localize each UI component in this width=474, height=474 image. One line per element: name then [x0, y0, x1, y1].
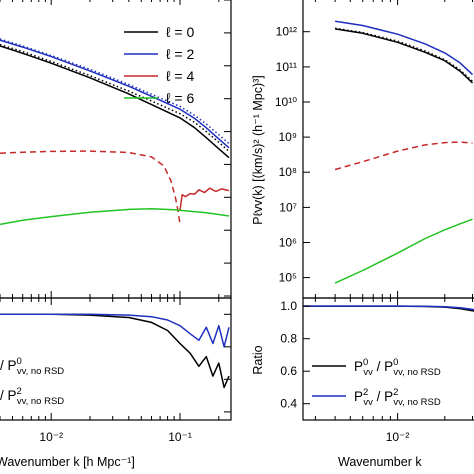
- left-bottom-xticks: 10⁻² 10⁻¹: [0, 298, 220, 444]
- left-bottom-yticks: [224, 313, 231, 413]
- left-bottom-xtick-label-1: 10⁻¹: [168, 430, 192, 444]
- left-bottom-frame: [0, 297, 232, 421]
- right-ratio-axis-label: Ratio: [251, 345, 265, 374]
- right-bottom-series-layer: [303, 305, 474, 312]
- left-top-series-3: [0, 38, 230, 145]
- right-top-yticks: 10⁵ 10⁶ 10⁷ 10⁸ 10⁹ 10¹⁰ 10¹¹ 10¹²: [275, 0, 473, 298]
- left-top-series-5: [179, 187, 230, 211]
- legend-label-l2: ℓ = 2: [166, 46, 194, 62]
- right-top-panel: 10⁵ 10⁶ 10⁷ 10⁸ 10⁹ 10¹⁰ 10¹¹ 10¹² Pℓvv(k) [(km…: [251, 0, 474, 299]
- left-ratio-legend: / P0 vv, no RSD / P2 vv, no RSD: [0, 356, 64, 407]
- right-bottom-frame: [302, 297, 474, 421]
- left-top-series-layer: [0, 38, 230, 226]
- left-bottom-series-1: [0, 313, 230, 348]
- right-top-ytick-label-3: 10⁸: [279, 165, 297, 179]
- right-top-ytick-label-4: 10⁹: [279, 130, 298, 144]
- left-ratio-label-0: / P0 vv, no RSD: [0, 356, 64, 377]
- right-ratio-label-2: P2 vv / P2 vv, no RSD: [354, 387, 441, 408]
- right-bottom-ytick-label-2: 0.8: [280, 332, 297, 346]
- left-top-series-6: [0, 207, 230, 226]
- right-bottom-panel: 0.4 0.6 0.8 1.0 10⁻² Ratio P0 vv / P0 vv, no …: [251, 297, 474, 469]
- right-top-series-layer: [334, 20, 474, 284]
- right-bottom-series-1: [303, 305, 474, 311]
- left-bottom-xtick-label-0: 10⁻²: [39, 430, 63, 444]
- left-top-series-0: [0, 45, 230, 159]
- right-x-axis-label: Wavenumber k: [338, 455, 422, 469]
- right-top-ytick-label-1: 10⁶: [279, 236, 297, 250]
- legend: ℓ = 0 ℓ = 2 ℓ = 4 ℓ = 6: [124, 24, 194, 106]
- right-bottom-ytick-label-0: 0.4: [280, 397, 297, 411]
- right-top-series-1: [334, 27, 474, 82]
- left-top-series-4: [0, 150, 181, 225]
- left-ratio-label-2: / P2 vv, no RSD: [0, 386, 64, 407]
- right-top-ytick-label-7: 10¹²: [276, 25, 297, 39]
- left-top-series-2: [0, 39, 230, 149]
- right-top-ytick-label-2: 10⁷: [279, 200, 297, 214]
- right-top-ytick-label-5: 10¹⁰: [275, 95, 297, 109]
- legend-label-l6: ℓ = 6: [166, 90, 194, 106]
- right-bottom-yticks: 0.4 0.6 0.8 1.0: [280, 299, 310, 411]
- right-top-series-4: [334, 218, 473, 284]
- left-top-xticks: [0, 0, 220, 298]
- left-x-axis-label: Wavenumber k [h Mpc⁻¹]: [0, 455, 135, 469]
- right-bottom-ytick-label-3: 1.0: [280, 299, 297, 313]
- right-y-axis-label: Pℓvv(k) [(km/s)² (h⁻¹ Mpc)³]: [251, 75, 265, 225]
- right-ratio-label-0: P0 vv / P0 vv, no RSD: [354, 357, 441, 378]
- right-top-ytick-label-0: 10⁵: [279, 271, 297, 285]
- right-bottom-xtick-label-0: 10⁻²: [386, 430, 410, 444]
- legend-label-l0: ℓ = 0: [166, 24, 194, 40]
- left-top-yticks: [224, 0, 231, 297]
- left-bottom-series-layer: [0, 313, 230, 389]
- legend-label-l4: ℓ = 4: [166, 68, 194, 84]
- right-top-series-2: [334, 20, 474, 76]
- right-top-series-0: [334, 28, 474, 84]
- right-bottom-xticks: 10⁻²: [314, 298, 473, 444]
- right-top-series-3: [334, 141, 473, 171]
- left-bottom-series-0: [0, 313, 230, 389]
- left-bottom-panel: 10⁻² 10⁻¹ / P0 vv, no RSD / P2 vv, no RSD W…: [0, 297, 232, 469]
- right-bottom-ytick-label-1: 0.6: [280, 364, 297, 378]
- right-top-ytick-label-6: 10¹¹: [276, 60, 297, 74]
- right-ratio-legend: P0 vv / P0 vv, no RSD P2 vv / P2 vv, no RSD: [312, 357, 441, 408]
- left-top-panel: ℓ = 0 ℓ = 2 ℓ = 4 ℓ = 6: [0, 0, 232, 299]
